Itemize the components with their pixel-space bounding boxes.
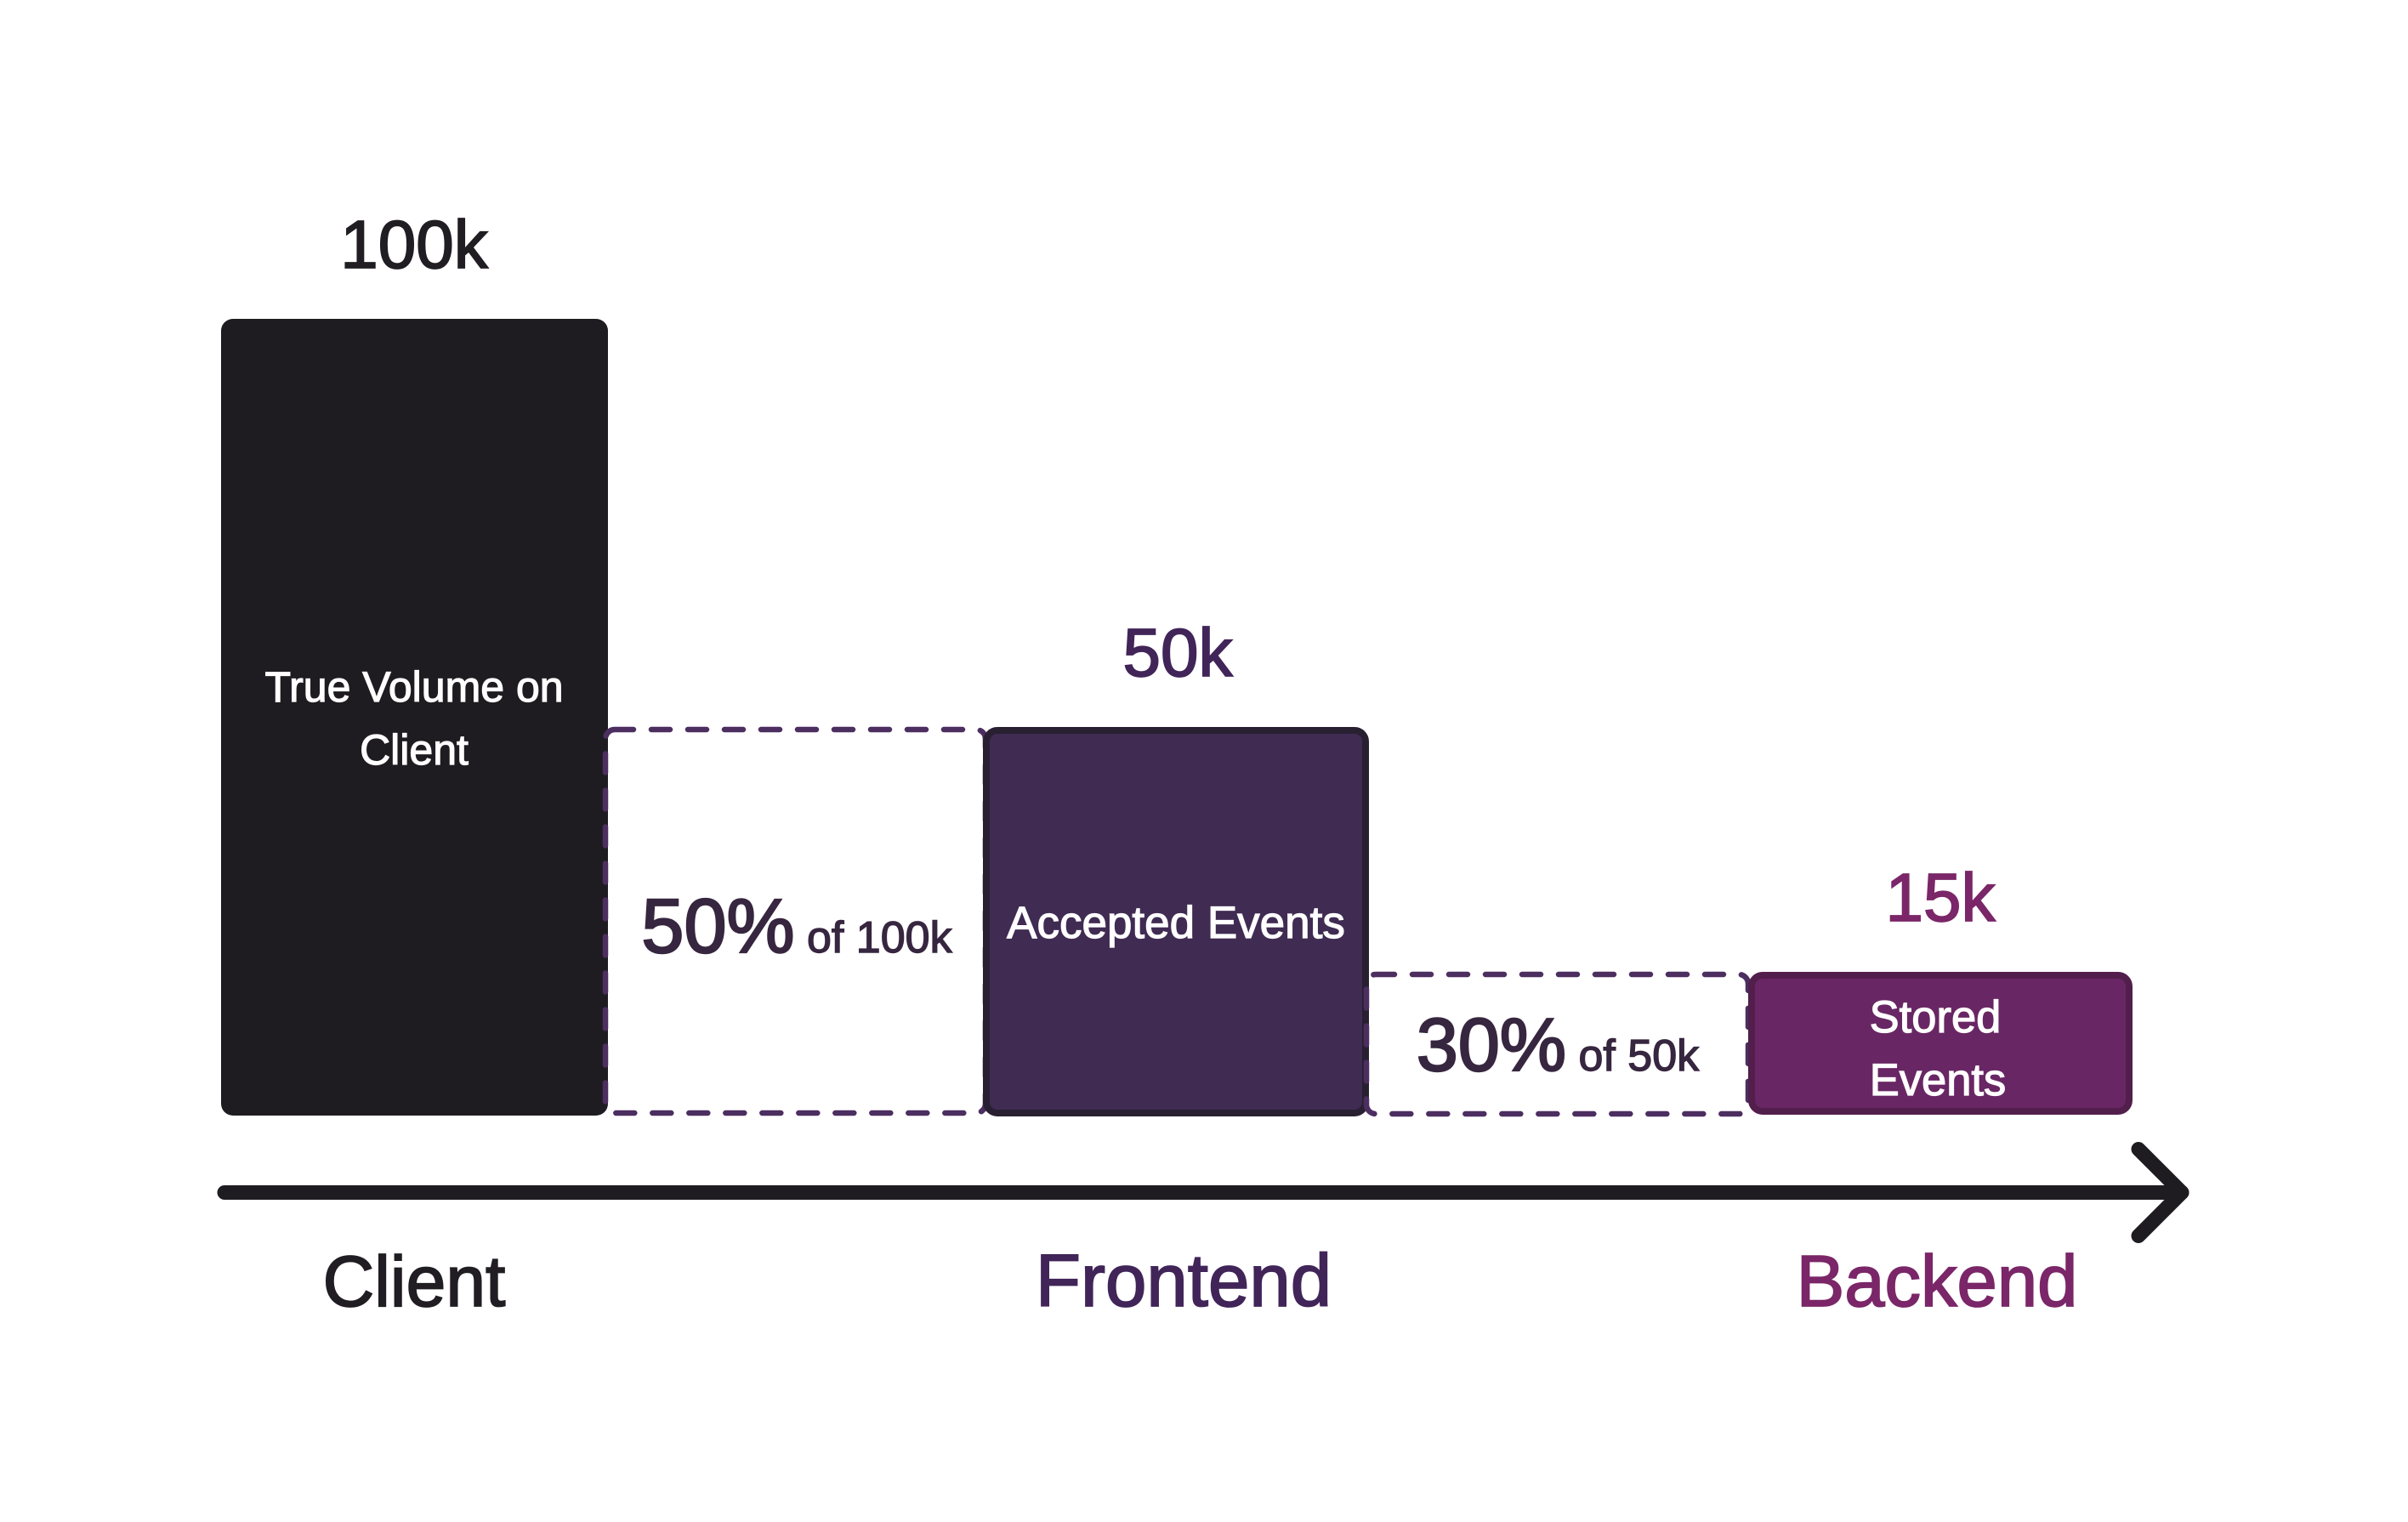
svg-text:Backend: Backend — [1797, 1241, 2078, 1322]
svg-text:100k: 100k — [340, 207, 488, 282]
svg-text:True Volume on: True Volume on — [264, 663, 563, 711]
svg-text:Client: Client — [323, 1241, 506, 1321]
svg-text:Frontend: Frontend — [1036, 1240, 1332, 1322]
svg-text:15k: 15k — [1886, 860, 1996, 935]
svg-text:Accepted Events: Accepted Events — [1007, 898, 1345, 948]
svg-text:Events: Events — [1870, 1055, 2007, 1105]
svg-text:50% of 100k: 50% of 100k — [641, 884, 952, 969]
svg-text:Stored: Stored — [1870, 992, 2002, 1042]
svg-text:30% of 50k: 30% of 50k — [1417, 1002, 1700, 1087]
svg-text:Client: Client — [360, 726, 469, 774]
svg-text:50k: 50k — [1123, 615, 1234, 690]
